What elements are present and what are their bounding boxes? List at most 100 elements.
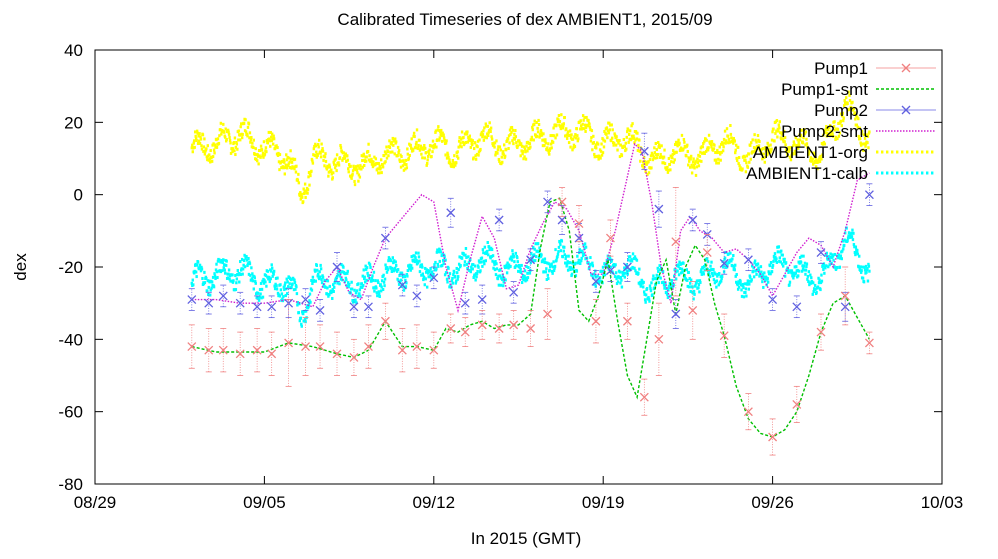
legend: Pump1Pump1-smtPump2Pump2-smtAMBIENT1-org… [746,59,936,183]
data-point [623,266,626,270]
data-point [345,278,348,282]
data-point [212,148,216,152]
data-point [385,145,388,149]
data-point [546,146,549,150]
data-point [688,281,698,340]
data-point [775,260,779,264]
data-point [603,273,607,277]
data-point [580,256,583,260]
data-point [827,265,830,269]
data-point [814,165,818,169]
data-point [768,148,771,152]
data-point [420,263,424,267]
data-point [209,149,212,153]
data-point [666,170,670,174]
data-point [600,269,604,273]
data-point [802,128,806,132]
data-point [677,138,680,142]
data-point [615,135,618,139]
data-point [192,146,195,150]
data-point [259,155,262,159]
data-point [545,267,548,271]
data-point [766,153,769,157]
data-point [187,324,197,369]
data-point [471,143,474,147]
data-point [812,290,815,294]
data-point [671,156,674,160]
data-point [457,139,461,143]
data-point [862,133,866,137]
data-point [706,260,710,264]
data-point [222,258,225,262]
data-point [760,152,764,156]
data-point [622,137,626,141]
data-point [653,286,656,290]
legend-marker [901,63,911,73]
data-point [794,136,797,140]
data-point [487,134,490,138]
data-point [404,158,408,162]
data-point [323,164,326,168]
data-point [776,127,780,131]
data-point [358,288,362,292]
data-point [761,280,764,284]
data-point [748,160,751,164]
data-point [192,141,195,145]
data-point [321,274,324,278]
data-point [241,132,244,136]
data-point [394,137,397,141]
data-point [418,270,422,274]
data-point [323,278,326,282]
data-point [220,259,224,263]
data-point [696,157,699,161]
data-point [266,269,270,273]
data-point [251,279,255,283]
data-point [514,251,518,255]
data-point [194,134,197,138]
data-point [495,262,498,266]
data-point [694,284,697,288]
data-point [703,268,706,272]
data-point [286,155,289,159]
data-point [384,263,387,267]
data-point [601,137,604,141]
data-point [392,269,395,273]
data-point [407,156,410,160]
data-point [826,257,829,261]
data-point [689,154,693,158]
data-point [425,285,429,289]
data-point [497,157,501,161]
data-point [782,260,786,264]
data-point [558,120,562,124]
data-point [215,145,219,149]
data-point [816,241,826,264]
data-point [209,160,212,164]
data-point [856,252,859,256]
data-point [511,249,514,253]
data-point [771,130,774,134]
data-point [317,277,321,281]
data-point [644,169,647,173]
data-point [342,265,345,269]
data-point [625,265,628,269]
data-point [485,124,488,128]
data-point [593,155,596,159]
data-point [621,270,624,274]
data-point [801,141,805,145]
data-point [582,118,585,122]
data-point [220,260,223,264]
data-point [488,121,491,125]
data-point [814,287,817,291]
data-point [825,251,828,255]
data-point [301,195,304,199]
data-point [707,133,711,137]
data-point [727,252,730,256]
data-point [737,285,741,289]
data-point [498,274,502,278]
data-point [700,159,703,163]
data-point [376,162,379,166]
data-point [347,170,350,174]
legend-swatch [881,171,884,175]
data-point [218,284,228,308]
data-point [685,268,689,272]
